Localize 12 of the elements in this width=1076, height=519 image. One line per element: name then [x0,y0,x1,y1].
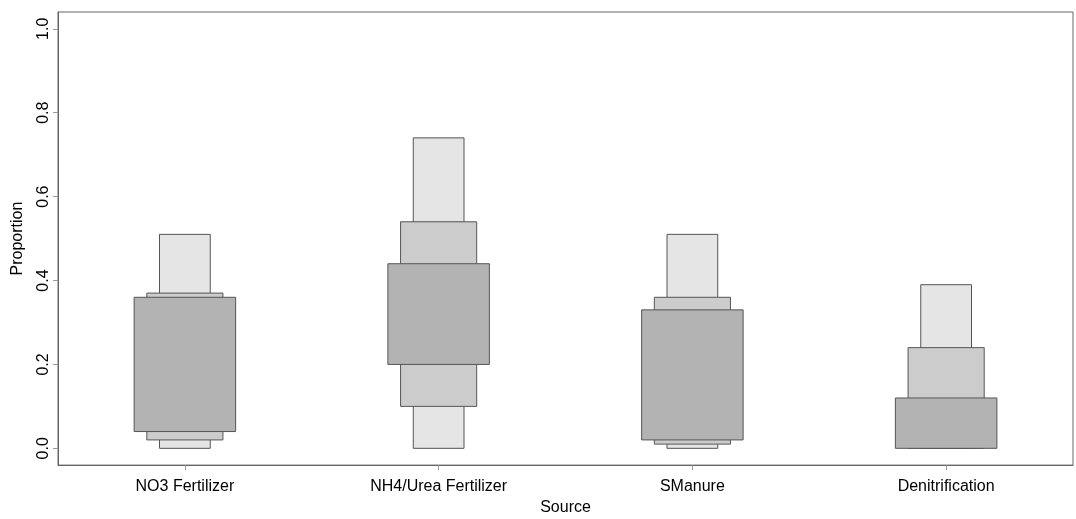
x-axis-title: Source [540,497,591,515]
x-tick-label: Denitrification [897,476,995,494]
x-tick-label: NH4/Urea Fertilizer [370,476,508,494]
y-axis-title: Proportion [7,201,25,276]
y-tick-label: 0.2 [33,353,51,376]
y-tick-label: 0.6 [33,185,51,208]
y-tick-label: 0.8 [33,101,51,124]
y-tick-label: 0.4 [33,269,51,292]
x-tick-label: NO3 Fertilizer [135,476,235,494]
y-tick-label: 0.0 [33,437,51,460]
y-tick-label: 1.0 [33,17,51,40]
x-tick-label: SManure [659,476,725,494]
